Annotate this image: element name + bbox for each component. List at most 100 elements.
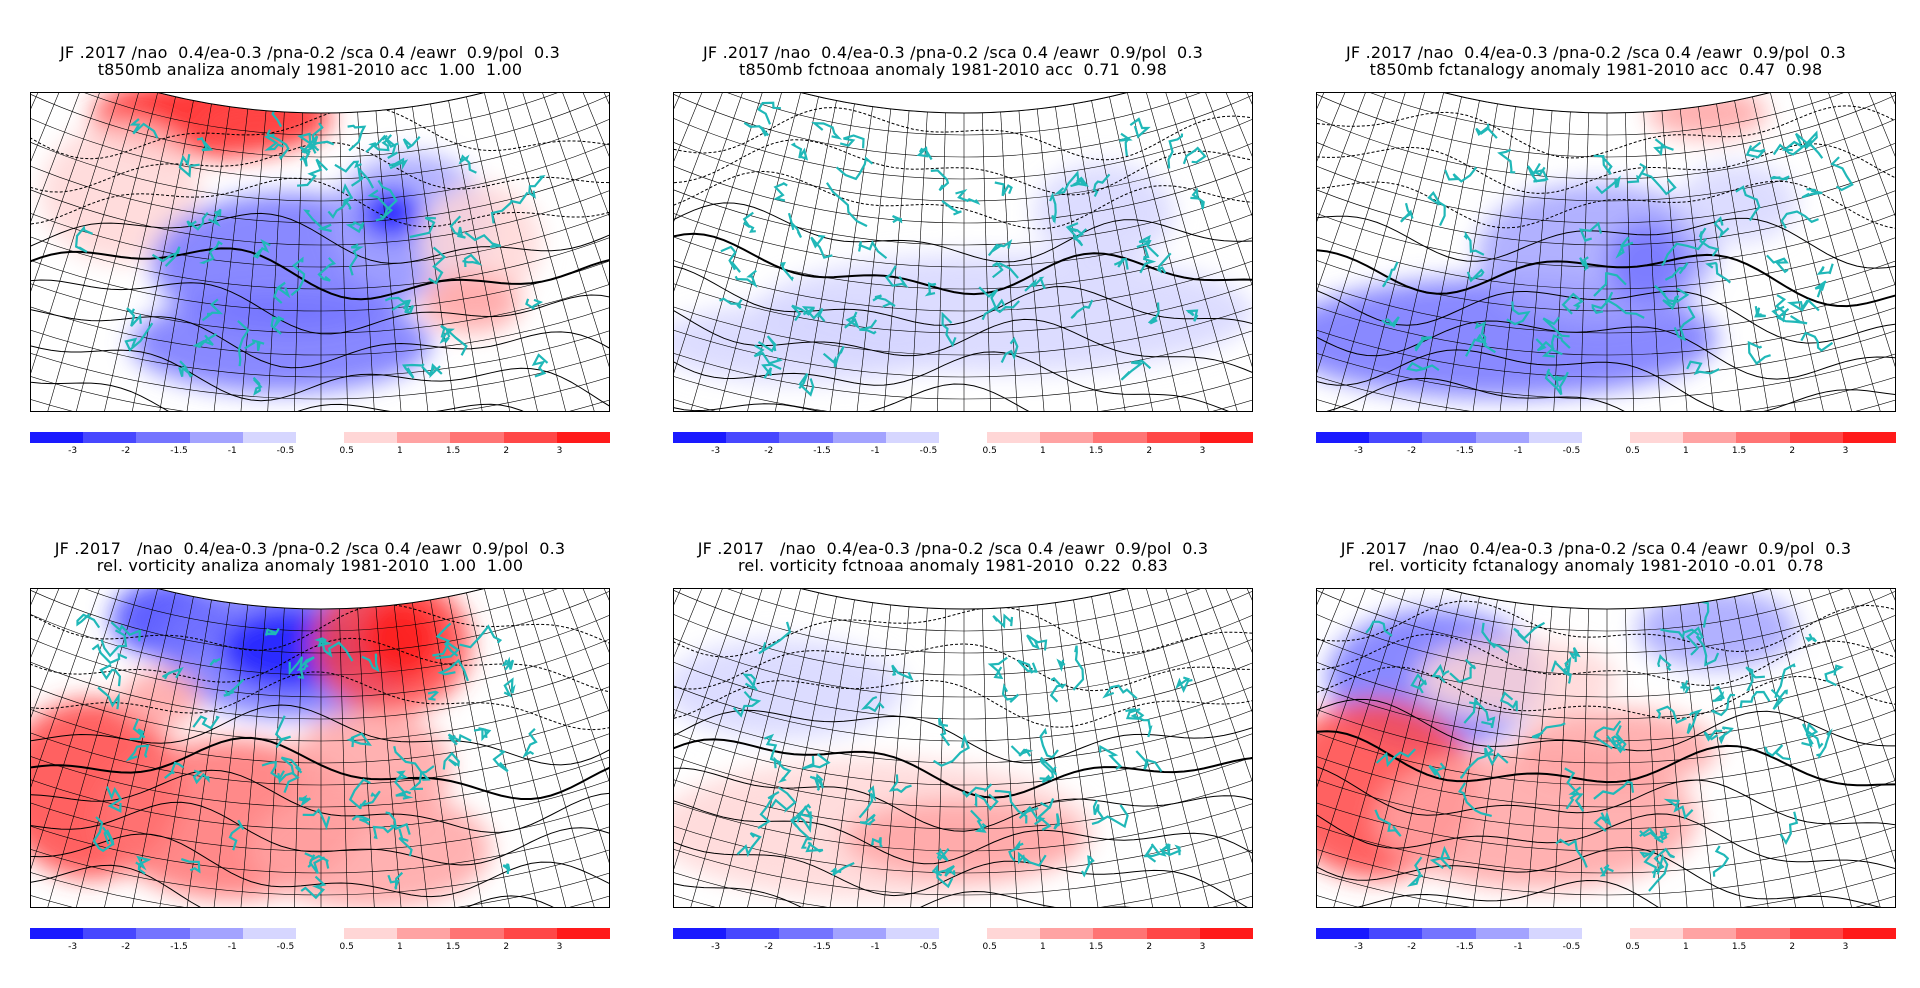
coastline <box>1579 256 1589 271</box>
coastline <box>1739 690 1771 709</box>
coastline <box>1599 864 1614 877</box>
anomaly-shading <box>121 669 201 729</box>
meridian-line <box>848 108 892 411</box>
colorbar-negative <box>673 432 940 443</box>
coastline <box>1686 708 1703 734</box>
meridian-line <box>483 589 579 907</box>
coastline <box>1774 663 1796 699</box>
coastline <box>1653 138 1674 156</box>
colorbar-tick-label: -1.5 <box>813 446 831 456</box>
coastline <box>1185 309 1199 322</box>
coastline <box>736 832 762 858</box>
coastline <box>421 363 443 379</box>
colorbar-swatch <box>673 928 727 939</box>
parallel-line <box>31 589 609 742</box>
coastline <box>1102 684 1138 700</box>
coastline <box>1770 688 1788 710</box>
coastline <box>891 664 914 681</box>
meridian-line <box>357 607 380 907</box>
meridian-line <box>1822 93 1895 411</box>
coastline <box>449 215 466 239</box>
coastline <box>298 794 312 808</box>
coastline <box>1056 658 1066 672</box>
meridian-line <box>176 106 230 411</box>
parallel-line <box>674 93 1252 202</box>
coastline <box>757 335 777 353</box>
coastline <box>930 169 950 192</box>
meridian-line <box>339 112 351 411</box>
coastline <box>1695 635 1720 667</box>
parallel-line <box>1317 589 1895 896</box>
colorbar-tick-label: -1 <box>1513 446 1523 456</box>
contour-line <box>31 833 609 898</box>
colorbar-tick-label: -2 <box>764 446 774 456</box>
colorbar-swatch <box>1789 928 1843 939</box>
colorbar-swatch <box>1316 928 1370 939</box>
meridian-line <box>31 93 72 411</box>
coastline <box>974 792 999 812</box>
meridian-line <box>1018 606 1051 907</box>
parallel-line <box>31 93 609 400</box>
coastline <box>1053 170 1080 196</box>
anomaly-map <box>30 588 610 908</box>
colorbar-swatch <box>673 432 727 443</box>
parallel-line <box>1317 589 1895 786</box>
colorbar-swatch <box>1199 432 1254 443</box>
colorbar-tick-label: -3 <box>68 942 78 952</box>
coastline <box>302 808 331 831</box>
coastline <box>1698 227 1720 257</box>
coastline <box>428 246 447 285</box>
coastline <box>442 751 460 770</box>
coastline <box>1611 725 1627 754</box>
coastline <box>151 246 181 267</box>
meridian-line <box>1822 589 1895 907</box>
meridian-line <box>430 599 494 907</box>
coastline <box>503 677 516 698</box>
meridian-line <box>1247 589 1252 889</box>
colorbar-swatch <box>397 432 451 443</box>
colorbar-swatch <box>832 432 886 443</box>
meridian-line <box>519 589 609 907</box>
meridian-line <box>1698 106 1752 411</box>
colorbar-tick-label: 1.5 <box>1731 446 1747 456</box>
colorbar-tick-label: 0.5 <box>339 446 354 456</box>
meridian-line <box>1577 608 1589 907</box>
meridian-line <box>819 106 873 411</box>
meridian-line <box>1890 589 1895 889</box>
coastline <box>1640 171 1677 196</box>
colorbar-tick-label: 2 <box>1146 446 1153 456</box>
contour-line <box>1317 879 1895 907</box>
colorbar-swatch <box>1093 432 1147 443</box>
coastline <box>1771 294 1787 323</box>
anomaly-shading <box>361 188 421 238</box>
coastline <box>734 269 758 288</box>
coastline <box>1801 188 1823 199</box>
colorbar-swatch <box>1842 432 1897 443</box>
contour-line <box>31 864 609 907</box>
meridian-line <box>1405 596 1480 907</box>
coastline <box>1664 262 1689 281</box>
coastline <box>933 733 970 767</box>
meridian-line <box>1162 93 1252 411</box>
coastline <box>124 322 154 352</box>
coastline <box>91 643 128 665</box>
coastline <box>743 121 770 137</box>
meridian-line <box>674 589 749 907</box>
colorbar: -3 -2 -1.5 -1 -0.5 0.5 1 1.5 2 3 <box>673 432 1254 458</box>
colorbar-swatch <box>885 432 940 443</box>
coastline <box>1593 272 1627 297</box>
coastline <box>1129 117 1151 139</box>
coastline <box>372 134 393 152</box>
parallel-line <box>1317 93 1895 136</box>
meridian-line <box>1405 100 1480 411</box>
contour-line <box>1317 320 1895 380</box>
coastline <box>464 231 502 248</box>
coastline <box>758 621 792 655</box>
colorbar-tick-label: -1.5 <box>1456 446 1474 456</box>
coastline <box>1780 210 1819 229</box>
coastline <box>402 363 425 379</box>
parallel-line <box>31 93 609 378</box>
meridian-line <box>501 589 607 907</box>
colorbar-negative <box>30 928 297 939</box>
coastline <box>76 613 101 629</box>
